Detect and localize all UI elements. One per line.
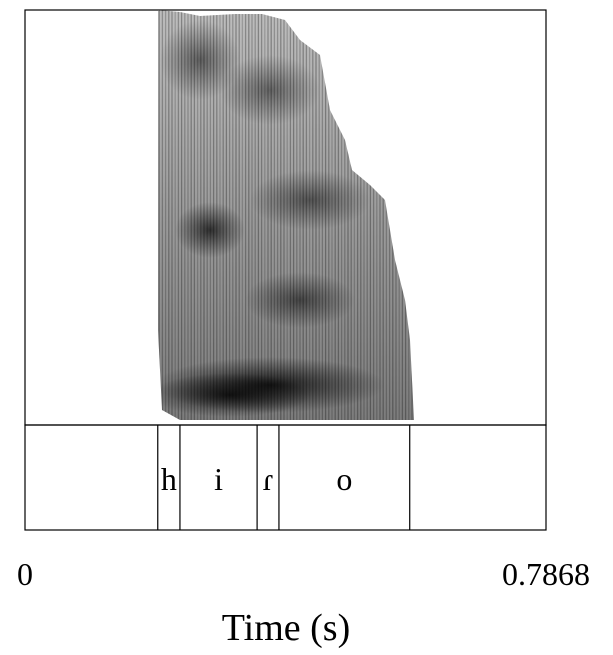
tier-label: h — [161, 461, 177, 497]
axis-min-label: 0 — [17, 556, 33, 592]
annotation-tier-box — [24, 424, 547, 531]
axis-max-label: 0.7868 — [502, 556, 590, 592]
tier-label: o — [336, 461, 352, 497]
axis-title: Time (s) — [222, 607, 350, 649]
tier-label: ɾ — [263, 461, 274, 497]
tier-label: i — [214, 461, 223, 497]
tier-boundaries — [157, 425, 411, 530]
spectrogram-image — [158, 10, 414, 420]
